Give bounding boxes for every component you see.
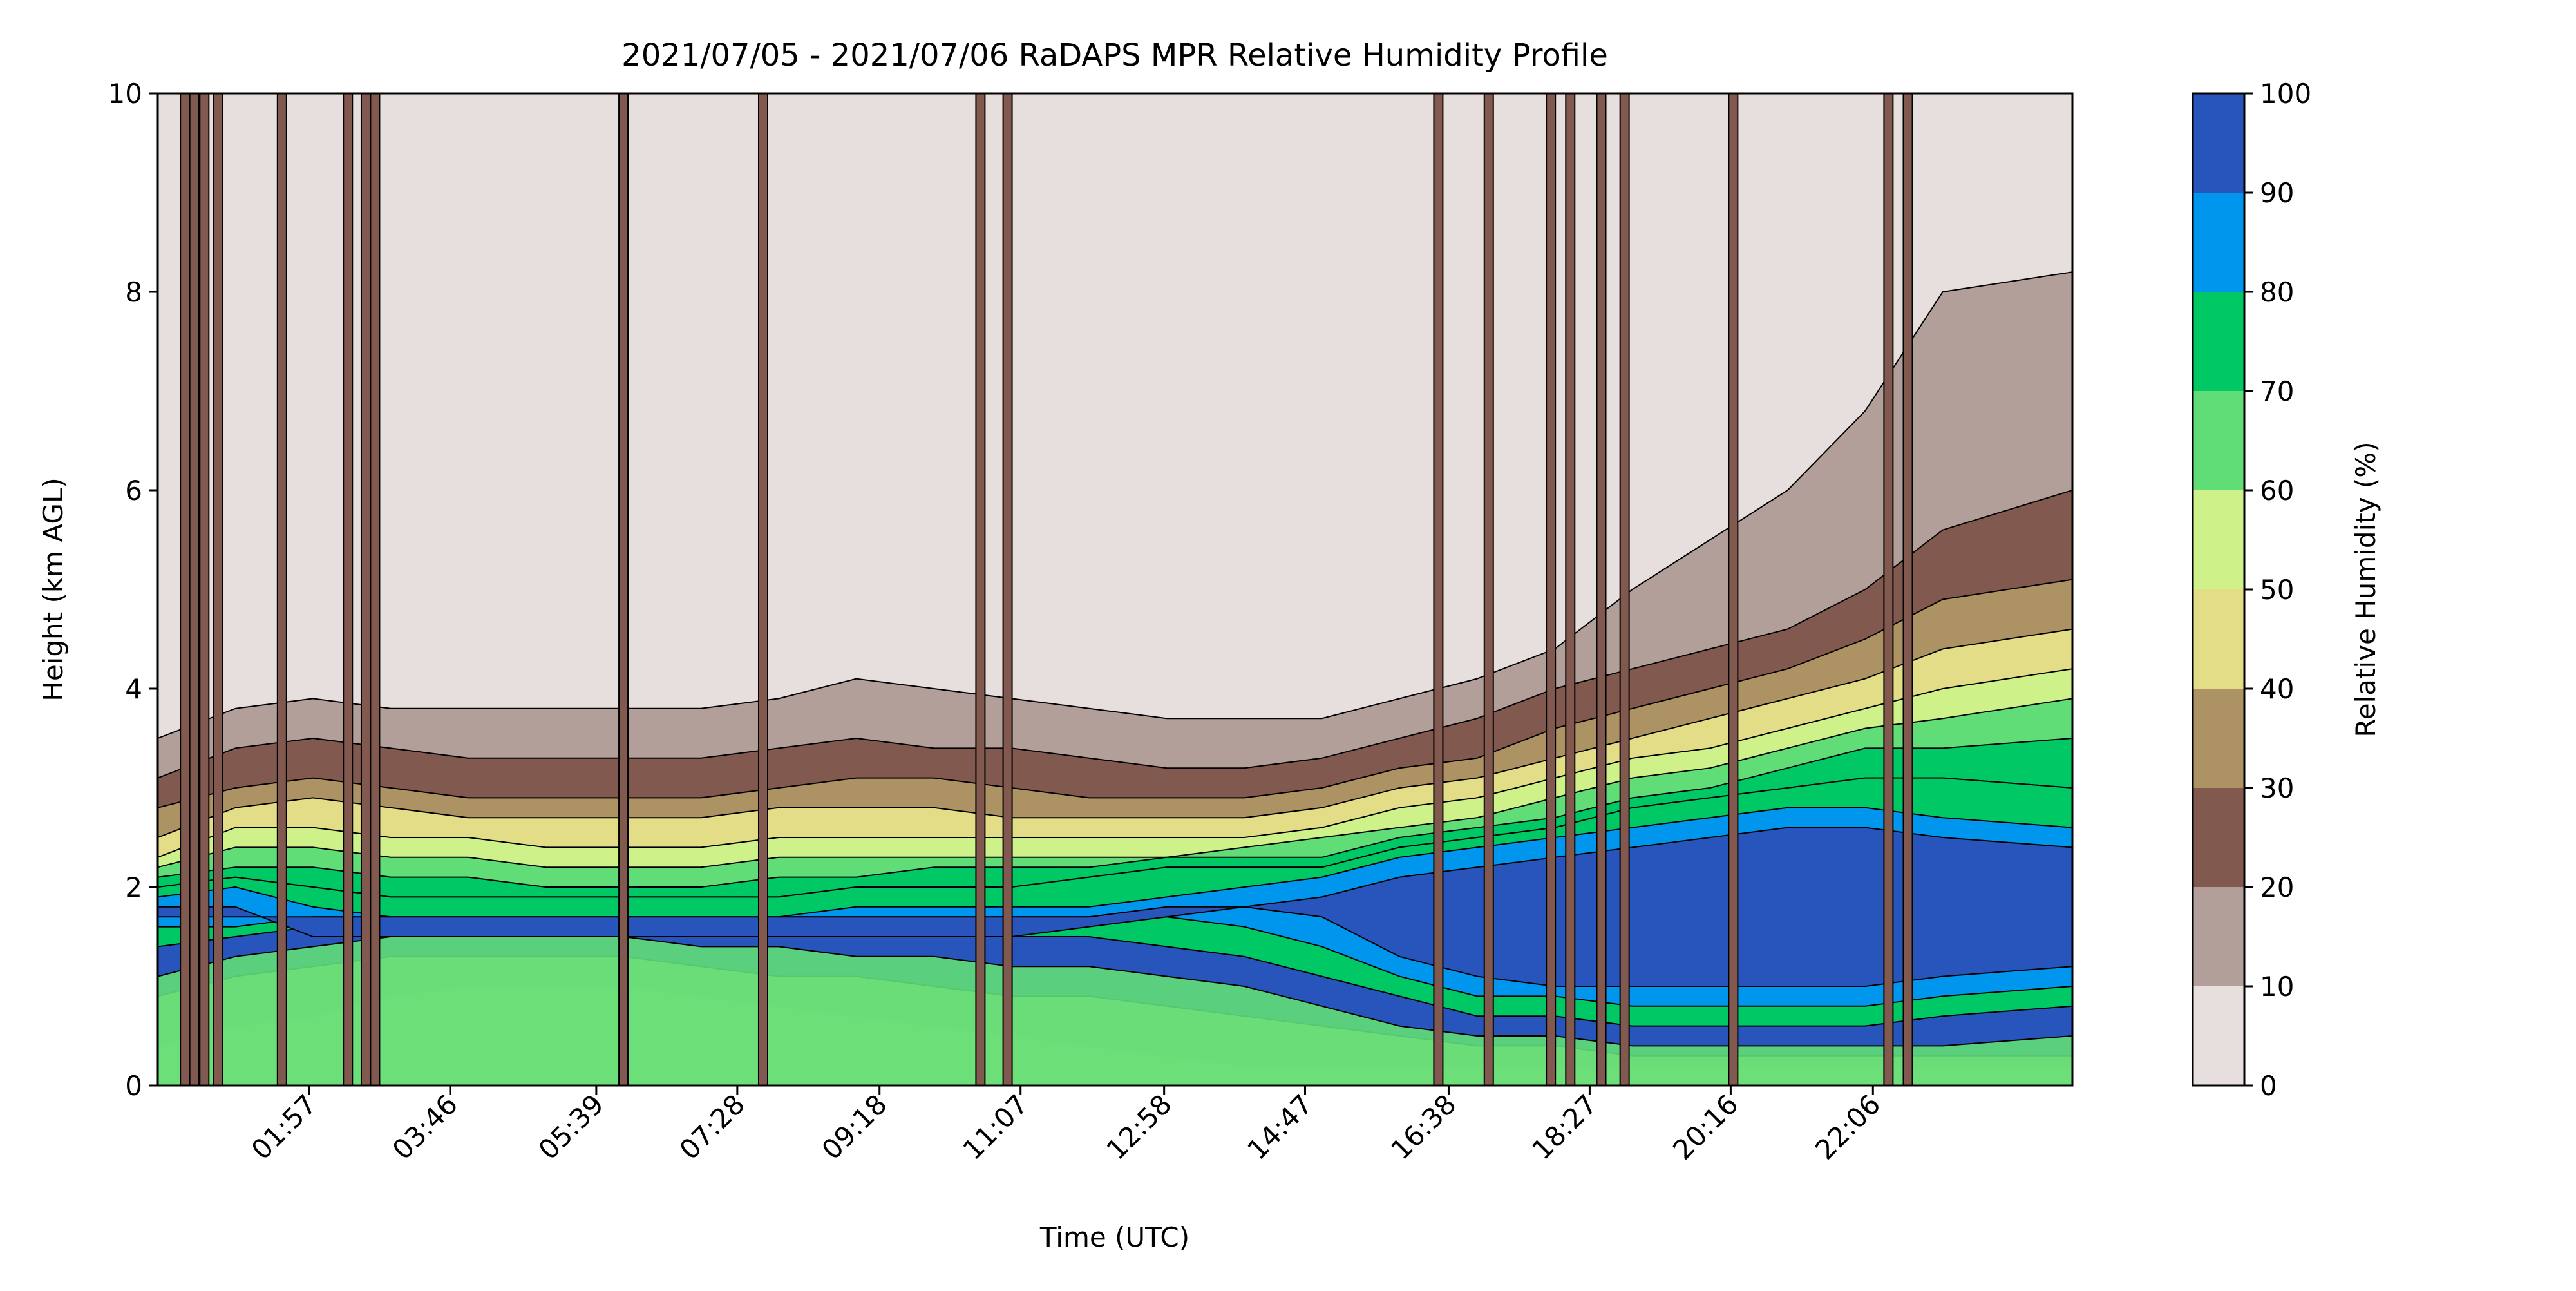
- cloud-spike-2: [199, 93, 210, 1085]
- cloud-spike-3: [213, 93, 223, 1085]
- colorbar-swatch-50-60: [2193, 490, 2244, 589]
- colorbar-swatch-70-80: [2193, 292, 2244, 391]
- rh-surface-band-60: [158, 936, 2072, 1085]
- cloud-spike-17: [1619, 93, 1630, 1085]
- contour-fill-layer: [158, 93, 2072, 1085]
- cloud-spike-12: [1433, 93, 1444, 1085]
- y-axis-label: Height (km AGL): [37, 477, 69, 701]
- colorbar-swatch-20-30: [2193, 788, 2244, 887]
- plot-frame: [156, 92, 2074, 1087]
- x-tick-label-3: 07:28: [674, 1088, 751, 1165]
- cloud-spike-10: [975, 93, 986, 1085]
- colorbar-tick-label-3: 30: [2260, 772, 2294, 804]
- colorbar-swatch-60-70: [2193, 391, 2244, 490]
- cloud-spike-4: [276, 93, 287, 1085]
- x-tick-label-1: 03:46: [386, 1088, 464, 1165]
- x-axis: 01:57 03:46 05:39 07:28 09:18 11:07 12:58 14:47…: [245, 1085, 1886, 1166]
- cloud-spike-15: [1565, 93, 1576, 1085]
- cloud-spike-16: [1596, 93, 1607, 1085]
- cloud-spike-7: [370, 93, 381, 1085]
- y-tick-label-4: 8: [125, 276, 142, 308]
- cloud-spike-9: [757, 93, 768, 1085]
- colorbar: 0 10 20 30 40 50 60 70 80 90 100: [2192, 78, 2311, 1102]
- cloud-spike-20: [1902, 93, 1913, 1085]
- colorbar-tick-label-7: 70: [2260, 376, 2294, 407]
- x-tick-label-4: 09:18: [816, 1088, 893, 1165]
- colorbar-tick-label-6: 60: [2260, 475, 2294, 506]
- colorbar-swatch-80-90: [2193, 193, 2244, 292]
- colorbar-tick-label-10: 100: [2260, 78, 2311, 110]
- colorbar-tick-label-8: 80: [2260, 276, 2294, 308]
- y-axis: 0 2 4 6 8 10: [108, 78, 158, 1102]
- colorbar-swatch-0-10: [2193, 986, 2244, 1085]
- x-tick-label-2: 05:39: [533, 1088, 610, 1165]
- y-tick-label-1: 2: [125, 872, 142, 903]
- y-tick-label-0: 0: [125, 1070, 142, 1102]
- colorbar-tick-label-4: 40: [2260, 673, 2294, 705]
- colorbar-swatch-10-20: [2193, 887, 2244, 986]
- rh-core-band-90: [158, 827, 2072, 987]
- chart-title: 2021/07/05 - 2021/07/06 RaDAPS MPR Relat…: [621, 37, 1608, 73]
- colorbar-tick-label-5: 50: [2260, 574, 2294, 606]
- cloud-spike-11: [1002, 93, 1013, 1085]
- x-tick-label-6: 12:58: [1100, 1088, 1177, 1165]
- y-tick-label-5: 10: [108, 78, 142, 110]
- cloud-spike-5: [343, 93, 354, 1085]
- colorbar-tick-label-9: 90: [2260, 177, 2294, 209]
- cloud-spike-13: [1483, 93, 1494, 1085]
- x-tick-label-10: 20:16: [1667, 1088, 1744, 1165]
- colorbar-swatch-90-100: [2193, 93, 2244, 193]
- cloud-spike-14: [1546, 93, 1557, 1085]
- plot-area: [156, 92, 2074, 1087]
- y-tick-label-2: 4: [125, 673, 142, 705]
- colorbar-tick-label-0: 0: [2260, 1070, 2277, 1102]
- x-tick-label-11: 22:06: [1809, 1088, 1886, 1165]
- cloud-spike-8: [618, 93, 629, 1085]
- colorbar-label: Relative Humidity (%): [2350, 441, 2382, 737]
- cloud-spike-19: [1883, 93, 1894, 1085]
- colorbar-swatch-40-50: [2193, 589, 2244, 689]
- colorbar-swatch-30-40: [2193, 689, 2244, 788]
- x-axis-label: Time (UTC): [1039, 1221, 1189, 1253]
- cloud-spike-1: [189, 93, 200, 1085]
- cloud-spike-18: [1728, 93, 1739, 1085]
- cloud-spike-0: [180, 93, 191, 1085]
- x-tick-label-7: 14:47: [1241, 1088, 1318, 1165]
- x-tick-label-0: 01:57: [245, 1088, 323, 1165]
- colorbar-tick-label-1: 10: [2260, 971, 2294, 1002]
- x-tick-label-5: 11:07: [957, 1088, 1034, 1165]
- colorbar-tick-label-2: 20: [2260, 872, 2294, 903]
- x-tick-label-8: 16:38: [1385, 1088, 1462, 1165]
- cloud-spike-6: [360, 93, 371, 1085]
- y-tick-label-3: 6: [125, 475, 142, 506]
- x-tick-label-9: 18:27: [1526, 1088, 1603, 1165]
